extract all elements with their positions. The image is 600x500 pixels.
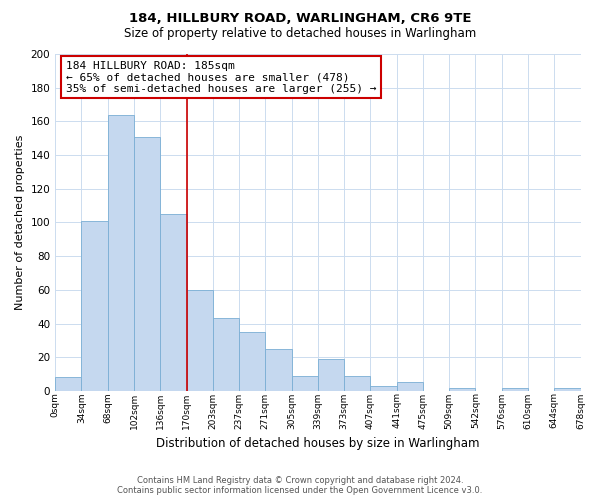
Text: Contains HM Land Registry data © Crown copyright and database right 2024.
Contai: Contains HM Land Registry data © Crown c…: [118, 476, 482, 495]
Bar: [292, 376, 318, 391]
Bar: [213, 318, 239, 391]
Bar: [55, 378, 82, 391]
Bar: [449, 388, 475, 391]
Bar: [554, 388, 581, 391]
Bar: [370, 386, 397, 391]
Bar: [134, 136, 160, 391]
Bar: [160, 214, 187, 391]
Bar: [502, 388, 528, 391]
Bar: [239, 332, 265, 391]
X-axis label: Distribution of detached houses by size in Warlingham: Distribution of detached houses by size …: [156, 437, 479, 450]
Text: 184, HILLBURY ROAD, WARLINGHAM, CR6 9TE: 184, HILLBURY ROAD, WARLINGHAM, CR6 9TE: [129, 12, 471, 26]
Bar: [344, 376, 370, 391]
Bar: [397, 382, 423, 391]
Text: Size of property relative to detached houses in Warlingham: Size of property relative to detached ho…: [124, 28, 476, 40]
Text: 184 HILLBURY ROAD: 185sqm
← 65% of detached houses are smaller (478)
35% of semi: 184 HILLBURY ROAD: 185sqm ← 65% of detac…: [65, 60, 376, 94]
Bar: [82, 221, 108, 391]
Bar: [108, 114, 134, 391]
Bar: [187, 290, 213, 391]
Bar: [265, 349, 292, 391]
Bar: [318, 359, 344, 391]
Y-axis label: Number of detached properties: Number of detached properties: [15, 135, 25, 310]
